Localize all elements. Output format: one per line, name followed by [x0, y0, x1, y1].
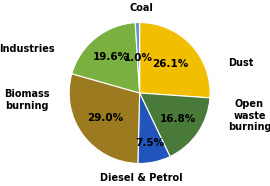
Text: 19.6%: 19.6% — [93, 52, 129, 62]
Text: Diesel & Petrol: Diesel & Petrol — [100, 173, 182, 183]
Wedge shape — [140, 93, 210, 157]
Text: Open
waste
burning: Open waste burning — [228, 99, 270, 132]
Wedge shape — [140, 23, 210, 98]
Wedge shape — [69, 74, 140, 163]
Text: Industries: Industries — [0, 44, 55, 54]
Text: Biomass
burning: Biomass burning — [4, 89, 49, 111]
Text: Dust: Dust — [228, 58, 253, 68]
Text: 26.1%: 26.1% — [153, 59, 189, 69]
Text: 29.0%: 29.0% — [87, 113, 124, 123]
Text: 7.5%: 7.5% — [136, 138, 165, 148]
Wedge shape — [135, 23, 140, 93]
Wedge shape — [138, 93, 170, 163]
Wedge shape — [72, 23, 140, 93]
Text: 1.0%: 1.0% — [124, 53, 153, 63]
Text: 16.8%: 16.8% — [159, 114, 196, 124]
Text: Coal: Coal — [129, 3, 153, 13]
